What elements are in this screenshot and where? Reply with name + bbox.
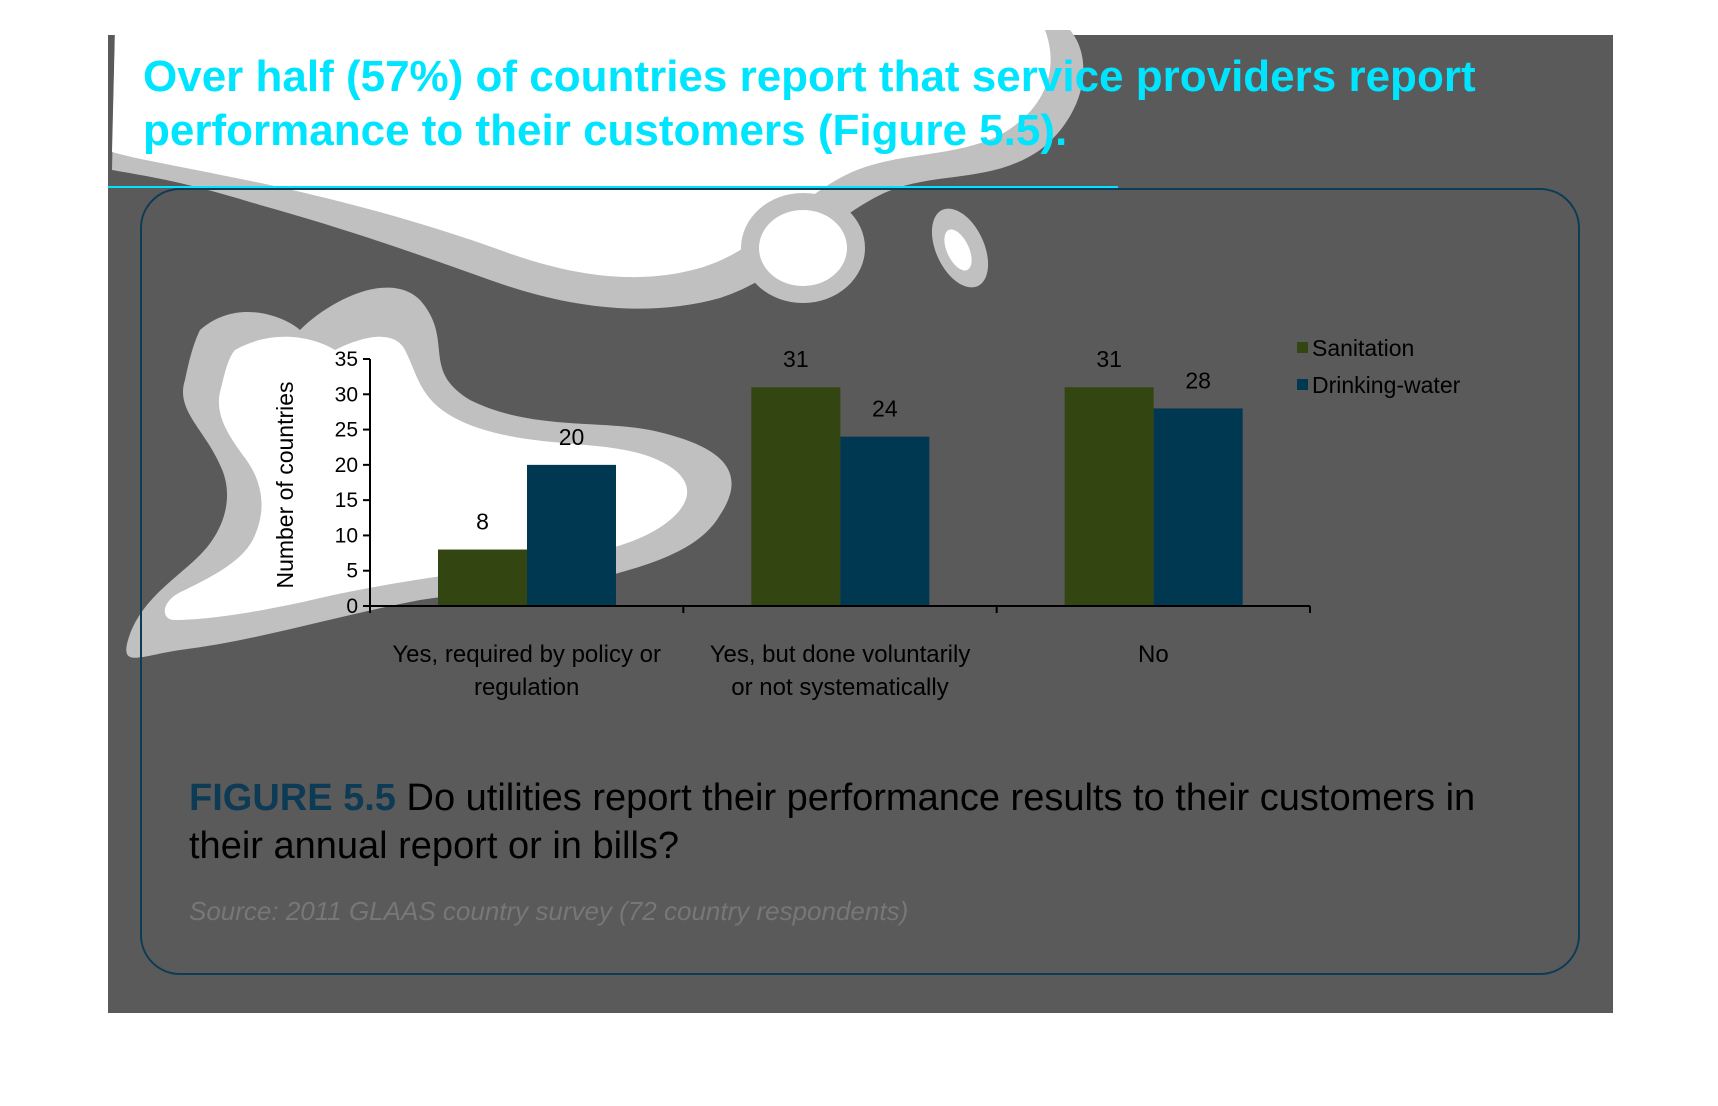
y-tick-label: 15 [335,489,358,512]
data-labels: 8 20 31 24 31 28 [476,346,1211,534]
category-labels: Yes, required by policy or regulation Yes,… [392,641,1168,701]
y-tick-label: 30 [335,383,358,406]
y-tick-label: 25 [335,419,358,442]
bars [438,387,1243,606]
y-tick-label: 0 [346,595,358,618]
legend: Sanitation Drinking-water [1297,335,1461,398]
figure-caption-text: Do utilities report their performance re… [189,777,1476,867]
y-tick-label: 10 [335,524,358,547]
bar-drinking-water [1153,408,1243,606]
bar-drinking-water [527,464,616,606]
figure-label: FIGURE 5.5 [189,777,396,819]
category-label: No [1138,641,1169,668]
headline-rule [108,186,1118,188]
figure-frame [140,188,1580,975]
data-label: 8 [476,509,489,535]
data-label: 28 [1185,367,1211,393]
y-axis-title: Number of countries [272,381,298,588]
legend-label: Drinking-water [1312,372,1461,398]
bar-drinking-water [840,436,930,606]
y-tick-label: 5 [346,560,358,583]
headline: Over half (57%) of countries report that… [143,52,1476,155]
y-tick-label: 35 [335,348,358,371]
data-label: 24 [872,396,898,422]
bar-sanitation [1064,387,1154,606]
legend-label: Sanitation [1312,335,1414,361]
figure-source: Source: 2011 GLAAS country survey (72 co… [189,896,909,926]
data-label: 31 [1096,346,1122,372]
data-label: 31 [783,346,809,372]
data-label: 20 [559,424,585,450]
category-label: Yes, required by policy or regulation [392,641,661,701]
y-axis-ticks: 0 5 10 15 20 25 30 35 [335,348,370,618]
bar-sanitation [438,549,527,606]
x-axis-ticks [369,606,1311,613]
legend-swatch [1297,379,1308,390]
bar-sanitation [751,387,841,606]
y-tick-label: 20 [335,454,358,477]
figure-caption: FIGURE 5.5 Do utilities report their per… [189,774,1549,870]
legend-swatch [1297,342,1308,353]
category-label: Yes, but done voluntarily or not systemat… [710,641,971,701]
